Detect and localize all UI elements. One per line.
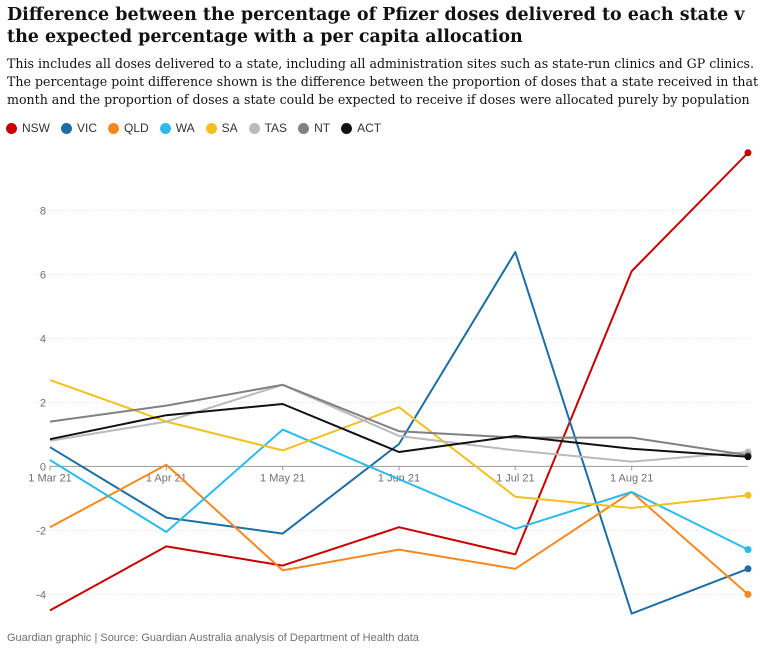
y-tick-label: 0 bbox=[40, 461, 46, 473]
legend-label: VIC bbox=[77, 121, 98, 135]
legend-item-wa: WA bbox=[159, 121, 195, 135]
chart-title: Difference between the percentage of Pfi… bbox=[7, 5, 745, 47]
legend-label: QLD bbox=[124, 121, 149, 135]
legend-label: NSW bbox=[22, 121, 50, 135]
series-line-vic bbox=[49, 251, 749, 615]
legend-swatch bbox=[108, 122, 120, 134]
legend-label: TAS bbox=[264, 121, 288, 135]
legend-item-qld: QLD bbox=[108, 121, 149, 135]
legend-label: ACT bbox=[357, 121, 382, 135]
legend-swatch bbox=[159, 122, 171, 134]
series-line-tas bbox=[49, 383, 749, 463]
series-endpoint-act bbox=[744, 453, 752, 461]
series-line-wa bbox=[49, 428, 749, 551]
x-tick-label: 1 May 21 bbox=[260, 472, 305, 484]
series-line-nsw bbox=[49, 152, 749, 612]
legend-label: SA bbox=[221, 121, 238, 135]
legend-label: WA bbox=[175, 121, 195, 135]
legend-swatch bbox=[205, 122, 217, 134]
y-tick-label: 8 bbox=[40, 205, 46, 217]
legend-swatch bbox=[6, 122, 17, 134]
y-tick-label: -4 bbox=[36, 589, 46, 601]
source-footer: Guardian graphic | Source: Guardian Aust… bbox=[7, 632, 419, 644]
series-endpoint-nsw bbox=[744, 149, 752, 157]
grid-lines bbox=[36, 209, 748, 595]
y-tick-label: 4 bbox=[40, 333, 46, 345]
line-chart: 1 Mar 21 1 Apr 21 1 May 21 1 Jun 21 1 Jul 21… bbox=[28, 149, 752, 615]
x-tick-label: 1 Mar 21 bbox=[28, 472, 71, 484]
y-tick-label: -2 bbox=[36, 525, 46, 537]
y-tick-label: 6 bbox=[40, 269, 46, 281]
legend-swatch bbox=[298, 122, 310, 134]
legend-swatch bbox=[341, 122, 353, 134]
legend-item-act: ACT bbox=[341, 121, 381, 135]
y-axis: -4 -2 0 2 4 6 8 bbox=[36, 205, 46, 601]
legend-item-tas: TAS bbox=[248, 121, 288, 135]
series-lines bbox=[49, 149, 752, 615]
series-endpoint-qld bbox=[744, 590, 752, 598]
x-tick-label: 1 Jul 21 bbox=[496, 472, 535, 484]
legend: NSW VIC QLD WA SA TAS NT ACT bbox=[6, 121, 381, 135]
legend-swatch bbox=[248, 122, 260, 134]
legend-item-vic: VIC bbox=[61, 121, 97, 135]
x-tick-label: 1 Aug 21 bbox=[610, 472, 653, 484]
legend-item-nsw: NSW bbox=[6, 121, 50, 135]
series-line-act bbox=[49, 403, 749, 458]
chart-subtitle: This includes all doses delivered to a s… bbox=[7, 56, 759, 107]
series-line-nt bbox=[49, 383, 749, 457]
series-endpoint-wa bbox=[744, 546, 752, 554]
legend-item-sa: SA bbox=[205, 121, 238, 135]
legend-swatch bbox=[61, 122, 72, 134]
series-endpoint-sa bbox=[744, 491, 752, 499]
legend-label: NT bbox=[314, 121, 331, 135]
legend-item-nt: NT bbox=[298, 121, 330, 135]
y-tick-label: 2 bbox=[40, 397, 46, 409]
x-axis: 1 Mar 21 1 Apr 21 1 May 21 1 Jun 21 1 Jul 21… bbox=[28, 466, 653, 484]
series-endpoint-vic bbox=[744, 565, 752, 573]
